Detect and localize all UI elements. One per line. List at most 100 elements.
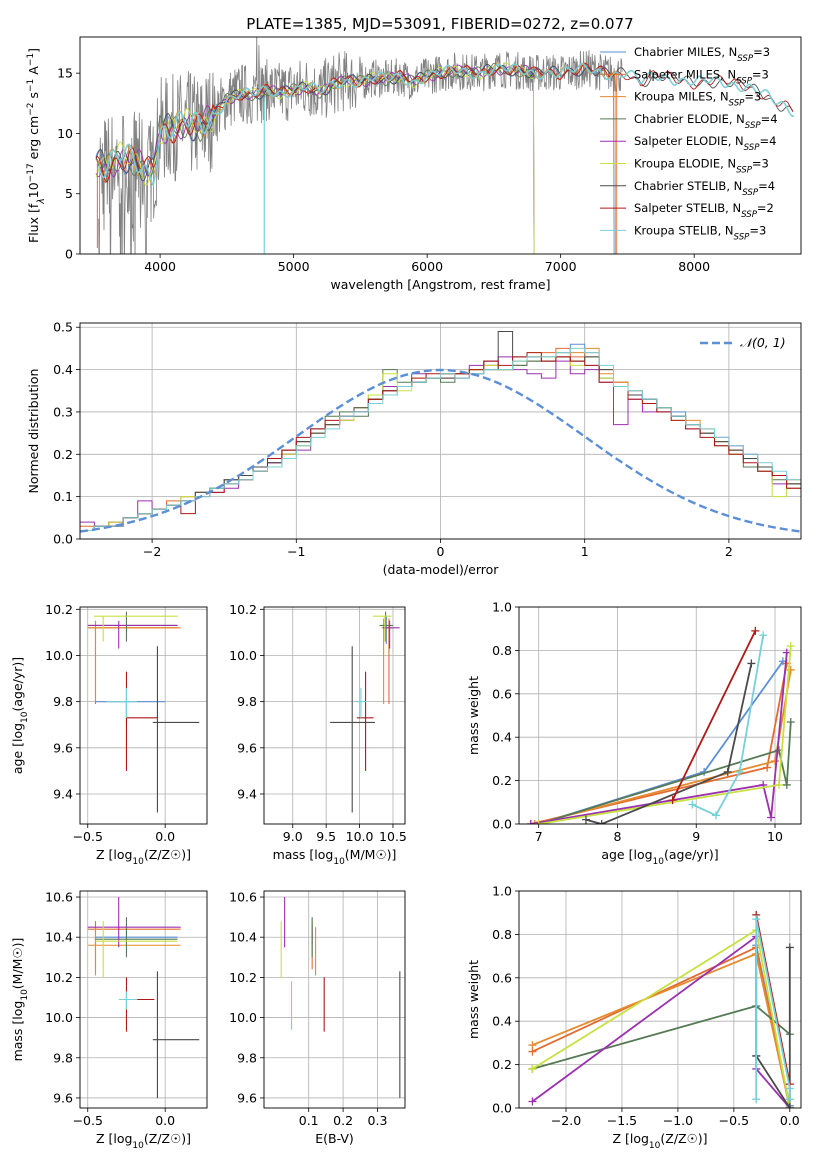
x-tick-label: 0.2 [333,1113,353,1128]
weight-marker-kroupa_stelib [785,1095,794,1104]
axes-frame [79,606,208,825]
x-tick-label: −2.0 [551,1113,581,1128]
y-axis-label: Normed distribution [26,369,41,494]
histogram-salpeter_stelib [80,352,801,531]
histogram-kroupa_elodie [80,352,801,531]
y-tick-label: 10.6 [45,890,73,905]
grid-lines [264,891,405,1108]
legend-label-normal: 𝒩(0, 1) [740,335,786,350]
x-tick-label: 7000 [545,259,577,274]
spectrum-legend: Chabrier MILES, NSSP=3 Salpeter MILES, NS… [600,45,778,242]
y-tick-label: 0.2 [492,773,512,788]
x-tick-label: 2 [725,544,733,559]
y-tick-label: 0.2 [492,1057,512,1072]
y-tick-label: 10.4 [229,930,257,945]
y-tick-label: 0.3 [53,404,73,419]
histogram-kroupa_stelib [80,347,801,531]
axes-frame [79,890,208,1109]
legend-label-chabrier_stelib: Chabrier STELIB, NSSP=4 [634,179,775,198]
y-tick-label: 9.4 [237,786,257,801]
y-tick-label: 0.2 [53,447,73,462]
weight-marker-chabrier_stelib [597,820,606,824]
x-axis-label: Z [log10(Z/Z☉)] [612,1131,707,1151]
x-tick-label: −1 [287,544,305,559]
y-tick-label: 10.6 [229,890,257,905]
axes-frame [518,890,802,1109]
weight-marker-salpeter_stelib [751,626,760,635]
x-tick-label: 10.5 [379,829,407,844]
model-spectrum-chabrier_stelib [95,63,794,182]
weight-marker-chabrier_stelib [785,1104,794,1108]
y-tick-label: 10.2 [45,602,73,617]
axes-frame [518,606,802,825]
x-axis-label: (data-model)/error [383,562,500,577]
weight-marker-kroupa_stelib [785,1084,794,1093]
x-axis-label: age [log10(age/yr)] [601,847,718,867]
axes-residuals: −2 −1 0 1 2 0.0 0.1 0.2 0.3 0.4 0.5 (data-model)/er… [26,320,802,577]
weight-marker-kroupa_stelib [752,1095,761,1104]
x-tick-label: 9 [692,829,700,844]
y-tick-label: 0.6 [492,686,512,701]
y-tick-label: 10.0 [229,1010,257,1025]
y-tick-label: 0.0 [492,1101,512,1116]
model-spectrum-kroupa_elodie [95,62,535,254]
weight-line-chabrier_stelib [755,947,791,1108]
x-tick-label: 0.3 [368,1113,388,1128]
weight-marker-kroupa_stelib [711,811,720,820]
y-tick-label: 5 [65,186,73,201]
grid-lines [80,323,801,540]
y-tick-label: 9.8 [237,694,257,709]
weight-marker-chabrier_stelib [747,659,756,668]
y-tick-label: 10.2 [45,970,73,985]
x-tick-label: 6000 [411,259,443,274]
y-tick-label: 15 [57,66,73,81]
weight-marker-salpeter_miles [763,763,772,772]
plot-area [80,331,801,533]
axes-z_age: −0.5 0.0 9.4 9.6 9.8 10.0 10.2 Z [log10(Z/Z☉)] a… [10,602,208,867]
y-tick-label: 0.5 [53,320,73,335]
weight-marker-kroupa_miles [530,820,539,824]
axes-frame [79,36,802,255]
y-tick-label: 1.0 [492,884,512,899]
legend-label-chabrier_miles: Chabrier MILES, NSSP=3 [634,45,770,64]
weight-line-kroupa_stelib [691,635,765,817]
x-axis-label: wavelength [Angstrom, rest frame] [330,277,550,292]
model-spectrum-kroupa_stelib [97,62,795,188]
weight-line-chabrier_elodie [532,1005,791,1070]
plot-area [526,626,795,824]
y-tick-label: 0.8 [492,643,512,658]
weight-line-kroupa_stelib [755,919,791,1100]
normal-curve [80,368,801,533]
x-tick-label: −0.5 [719,1113,749,1128]
y-tick-label: 9.6 [53,1090,73,1105]
histogram-kroupa_miles [80,347,801,531]
grid-lines [264,607,405,824]
y-tick-label: 10 [57,126,73,141]
x-tick-label: 7 [535,829,543,844]
histogram-legend: 𝒩(0, 1) [700,335,786,350]
y-tick-label: 0.1 [53,489,73,504]
y-axis-label: mass [log10(M/M☉)] [10,938,30,1062]
plot-area [528,910,794,1108]
axes-spectrum: 4000 5000 6000 7000 8000 0 5 10 15 wavelength [An… [26,36,802,292]
y-tick-label: 0.4 [53,362,73,377]
plot-area [87,611,200,813]
weight-marker-kroupa_elodie [786,642,795,651]
weight-marker-kroupa_elodie [774,780,783,789]
weight-marker-kroupa_stelib [752,915,761,924]
x-tick-label: −0.5 [73,1113,103,1128]
plot-area [280,897,401,1098]
y-tick-label: 10.2 [229,970,257,985]
legend-label-kroupa_stelib: Kroupa STELIB, NSSP=3 [634,223,766,242]
plot-area [330,611,400,813]
legend-label-salpeter_elodie: Salpeter ELODIE, NSSP=4 [634,134,776,153]
y-axis-label: mass weight [466,960,481,1039]
weight-marker-salpeter_stelib [668,796,677,805]
x-axis-label: mass [log10(M/M☉)] [273,847,397,867]
weight-marker-chabrier_stelib [723,767,732,776]
x-tick-label: 0.1 [299,1113,319,1128]
axes-frame [79,322,802,540]
x-tick-label: 0.0 [780,1113,800,1128]
